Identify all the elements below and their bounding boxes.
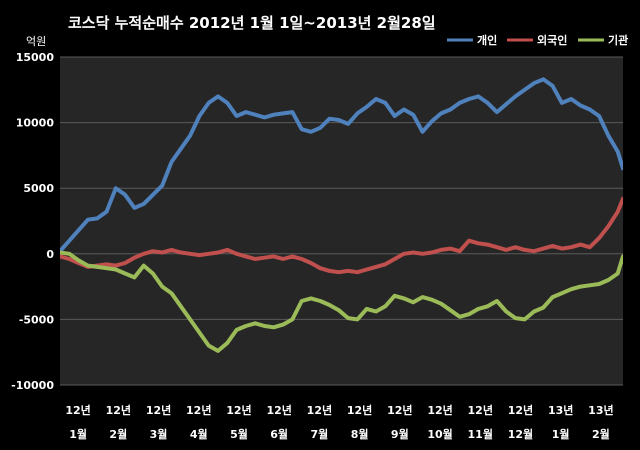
series-lines [60,77,623,353]
y-tick-label: 5000 [23,182,54,195]
x-tick-label-month: 2월 [592,427,610,441]
legend: 개인 외국인 기관 [447,33,628,47]
y-tick-label: -5000 [19,313,55,326]
x-tick-label-year: 13년 [548,403,573,417]
x-tick-label-month: 3월 [150,427,168,441]
x-tick-label-month: 2월 [109,427,127,441]
y-axis-ticks: 15000 10000 5000 0 -5000 -10000 [11,51,54,392]
x-tick-label-year: 12년 [427,403,452,417]
series-line-1 [60,77,623,254]
x-tick-label-month: 6월 [270,427,288,441]
x-tick-label-year: 12년 [347,403,372,417]
x-tick-label-year: 12년 [226,403,251,417]
x-tick-label-year: 12년 [508,403,533,417]
y-tick-label: 15000 [16,51,55,64]
y-tick-label: -10000 [11,379,54,392]
legend-label: 개인 [477,33,497,47]
legend-label: 기관 [608,33,628,47]
y-axis-unit-label: 억원 [26,35,46,48]
x-axis-ticks: 12년 1월 12년 2월 12년 3월 12년 4월 12년 5월 12년 6월 12년 7월 12년 8월… [65,403,613,441]
x-tick-label-month: 9월 [391,427,409,441]
series-line-2 [60,196,623,275]
plot-area [60,57,623,385]
x-tick-label-year: 12년 [186,403,211,417]
x-tick-label-month: 1월 [552,427,570,441]
series-line-3 [60,250,623,353]
x-tick-label-year: 12년 [307,403,332,417]
x-tick-label-year: 13년 [588,403,613,417]
legend-label: 외국인 [537,33,567,47]
x-tick-label-year: 12년 [266,403,291,417]
x-tick-label-year: 12년 [468,403,493,417]
chart-title: 코스닥 누적순매수 2012년 1월 1일~2013년 2월28일 [68,14,436,32]
x-tick-label-year: 12년 [387,403,412,417]
x-tick-label-month: 8월 [351,427,369,441]
x-tick-label-month: 4월 [190,427,208,441]
x-tick-label-year: 12년 [146,403,171,417]
y-tick-label: 10000 [16,117,55,130]
gridlines [60,56,623,386]
x-tick-label-month: 12월 [508,427,533,441]
y-tick-label: 0 [46,248,54,261]
x-tick-label-month: 5월 [230,427,248,441]
x-tick-label-year: 12년 [65,403,90,417]
x-tick-label-month: 7월 [311,427,329,441]
x-tick-label-month: 1월 [69,427,87,441]
x-tick-label-month: 11월 [468,427,493,441]
x-tick-label-year: 12년 [106,403,131,417]
x-tick-label-month: 10월 [427,427,452,441]
